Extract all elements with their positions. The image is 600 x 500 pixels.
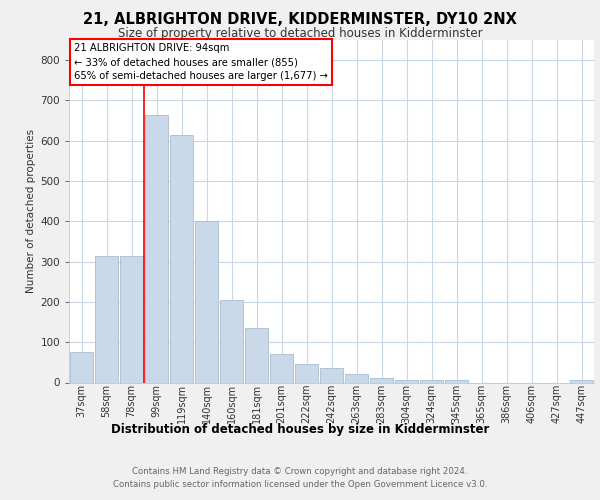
Bar bbox=[245, 328, 268, 382]
Bar bbox=[370, 378, 394, 382]
Bar bbox=[95, 256, 118, 382]
Bar bbox=[170, 134, 193, 382]
Bar bbox=[119, 256, 143, 382]
Bar bbox=[445, 380, 469, 382]
Bar bbox=[269, 354, 293, 382]
Bar bbox=[419, 380, 443, 382]
Bar bbox=[295, 364, 319, 382]
Bar bbox=[70, 352, 94, 382]
Bar bbox=[145, 114, 169, 382]
Text: Contains HM Land Registry data © Crown copyright and database right 2024.: Contains HM Land Registry data © Crown c… bbox=[132, 468, 468, 476]
Bar bbox=[220, 300, 244, 382]
Bar bbox=[194, 222, 218, 382]
Bar bbox=[320, 368, 343, 382]
Text: 21, ALBRIGHTON DRIVE, KIDDERMINSTER, DY10 2NX: 21, ALBRIGHTON DRIVE, KIDDERMINSTER, DY1… bbox=[83, 12, 517, 28]
Text: Distribution of detached houses by size in Kidderminster: Distribution of detached houses by size … bbox=[111, 422, 489, 436]
Text: 21 ALBRIGHTON DRIVE: 94sqm
← 33% of detached houses are smaller (855)
65% of sem: 21 ALBRIGHTON DRIVE: 94sqm ← 33% of deta… bbox=[74, 44, 328, 82]
Y-axis label: Number of detached properties: Number of detached properties bbox=[26, 129, 36, 294]
Bar bbox=[395, 380, 418, 382]
Text: Size of property relative to detached houses in Kidderminster: Size of property relative to detached ho… bbox=[118, 28, 482, 40]
Text: Contains public sector information licensed under the Open Government Licence v3: Contains public sector information licen… bbox=[113, 480, 487, 489]
Bar bbox=[344, 374, 368, 382]
Bar bbox=[569, 380, 593, 382]
